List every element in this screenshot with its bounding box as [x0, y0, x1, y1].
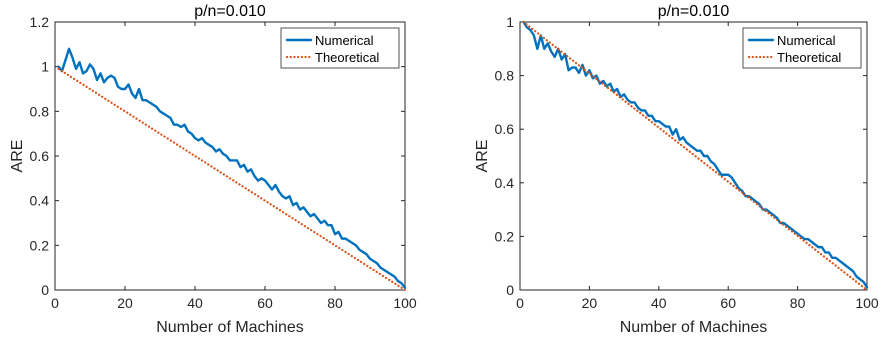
y-tick-label: 1	[41, 59, 49, 75]
legend-box	[742, 27, 862, 69]
y-axis-label: ARE	[9, 140, 26, 173]
x-axis-label: Number of Machines	[620, 319, 768, 336]
chart-title: p/n=0.010	[194, 3, 266, 20]
series-line-numerical	[522, 20, 869, 289]
x-tick-label: 40	[187, 295, 203, 311]
series-line-numerical	[57, 47, 407, 289]
x-tick-label: 0	[51, 295, 59, 311]
y-tick-label: 0	[41, 282, 49, 298]
x-tick-label: 40	[651, 295, 667, 311]
y-tick-label: 1.2	[30, 14, 50, 30]
x-tick: 80	[790, 295, 806, 311]
legend-label-theoretical: Theoretical	[777, 50, 841, 65]
y-tick: 0.4	[495, 175, 515, 191]
y-tick-label: 0.6	[495, 121, 515, 137]
x-tick: 20	[582, 295, 598, 311]
y-tick-label: 0.8	[30, 103, 50, 119]
x-tick: 60	[257, 295, 273, 311]
y-tick-label: 0.6	[30, 148, 50, 164]
y-tick-label: 0.2	[30, 237, 50, 253]
x-tick-label: 20	[117, 295, 133, 311]
x-tick: 60	[720, 295, 736, 311]
chart-panel-2: 0 20 40 60 80 100 0 0.2 0.4 0.6 0.8 1 p/n=0.010 Numbe…	[474, 3, 879, 336]
x-tick-label: 0	[516, 295, 524, 311]
series-line-theoretical	[522, 20, 869, 292]
x-tick-label: 60	[720, 295, 736, 311]
x-tick: 100	[393, 295, 417, 311]
y-tick-label: 0.4	[495, 175, 515, 191]
x-tick-label: 100	[855, 295, 879, 311]
y-tick: 1	[506, 14, 514, 30]
x-tick-label: 60	[257, 295, 273, 311]
y-tick: 0.2	[495, 228, 515, 244]
x-tick-label: 80	[327, 295, 343, 311]
y-tick: 0.8	[30, 103, 50, 119]
legend-box	[280, 27, 400, 69]
y-tick: 0.4	[30, 193, 50, 209]
x-tick: 20	[117, 295, 133, 311]
legend: Numerical Theoretical	[280, 27, 400, 69]
y-tick: 0.6	[495, 121, 515, 137]
y-axis-label: ARE	[474, 140, 491, 173]
x-tick: 0	[516, 295, 524, 311]
y-tick: 1.2	[30, 14, 50, 30]
x-tick: 0	[51, 295, 59, 311]
y-tick: 0	[506, 282, 514, 298]
y-tick-label: 0	[506, 282, 514, 298]
x-tick: 40	[651, 295, 667, 311]
chart-panel-1: 0 20 40 60 80 100 0 0.2 0.4 0.6 0.8 1 1.2 p/n=0.010 Nu…	[9, 3, 417, 336]
chart-title: p/n=0.010	[658, 3, 730, 20]
x-axis-label: Number of Machines	[156, 319, 304, 336]
y-tick-label: 0.4	[30, 193, 50, 209]
y-tick: 0.8	[495, 68, 515, 84]
y-tick: 0	[41, 282, 49, 298]
y-tick: 1	[41, 59, 49, 75]
y-tick-label: 0.2	[495, 228, 515, 244]
legend: Numerical Theoretical	[742, 27, 862, 69]
x-tick-label: 20	[582, 295, 598, 311]
x-tick: 40	[187, 295, 203, 311]
x-tick-label: 80	[790, 295, 806, 311]
x-tick: 80	[327, 295, 343, 311]
y-tick: 0.2	[30, 237, 50, 253]
legend-label-numerical: Numerical	[315, 33, 374, 48]
x-tick-label: 100	[393, 295, 417, 311]
y-tick: 0.6	[30, 148, 50, 164]
y-tick-label: 0.8	[495, 68, 515, 84]
x-tick: 100	[855, 295, 879, 311]
legend-label-numerical: Numerical	[777, 33, 836, 48]
legend-label-theoretical: Theoretical	[315, 50, 379, 65]
y-tick-label: 1	[506, 14, 514, 30]
